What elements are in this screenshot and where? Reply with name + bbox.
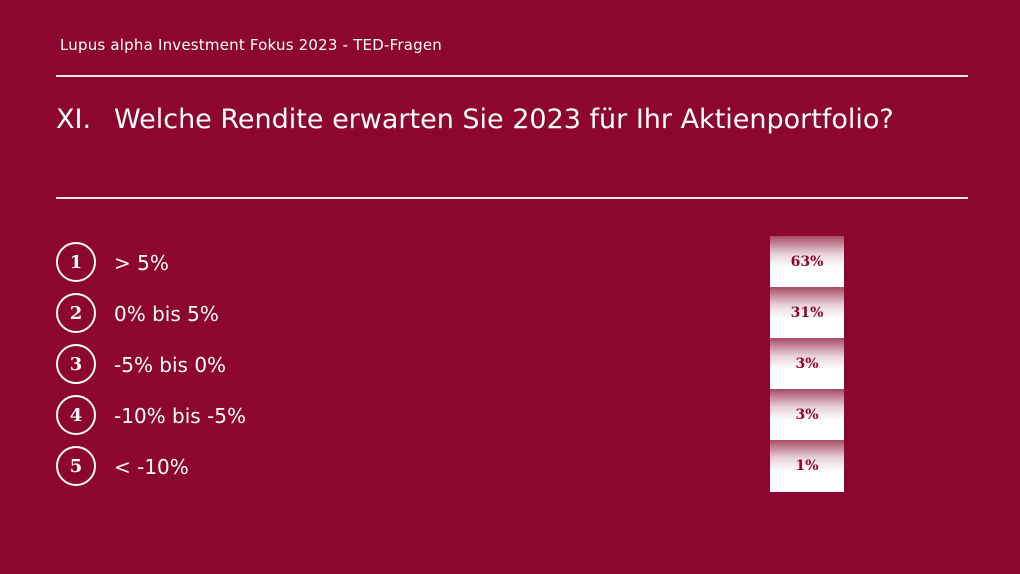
top-divider [56,75,968,77]
answer-label: -5% bis 0% [114,353,227,377]
answer-row-1: 1 > 5% 63% [56,236,856,288]
result-value: 1% [795,458,819,474]
result-box: 31% [770,287,844,339]
question-title: XI. Welche Rendite erwarten Sie 2023 für … [56,104,894,135]
slide-header: Lupus alpha Investment Fokus 2023 - TED-… [60,36,442,54]
answer-number-badge: 5 [56,446,96,486]
result-box: 3% [770,389,844,441]
answer-row-2: 2 0% bis 5% 31% [56,287,856,339]
result-value: 31% [790,305,824,321]
result-value: 63% [790,254,824,270]
result-box: 63% [770,236,844,288]
answer-row-4: 4 -10% bis -5% 3% [56,389,856,441]
answer-number-badge: 4 [56,395,96,435]
answer-number-badge: 3 [56,344,96,384]
answer-row-3: 3 -5% bis 0% 3% [56,338,856,390]
result-value: 3% [795,407,819,423]
result-box: 1% [770,440,844,492]
result-value: 3% [795,356,819,372]
answer-label: 0% bis 5% [114,302,219,326]
bottom-divider [56,197,968,199]
answer-number-badge: 1 [56,242,96,282]
result-box: 3% [770,338,844,390]
answer-label: > 5% [114,251,169,275]
answer-label: < -10% [114,455,189,479]
question-text: Welche Rendite erwarten Sie 2023 für Ihr… [114,104,894,135]
answer-number-badge: 2 [56,293,96,333]
answer-label: -10% bis -5% [114,404,247,428]
answer-row-5: 5 < -10% 1% [56,440,856,492]
question-number: XI. [56,104,92,135]
